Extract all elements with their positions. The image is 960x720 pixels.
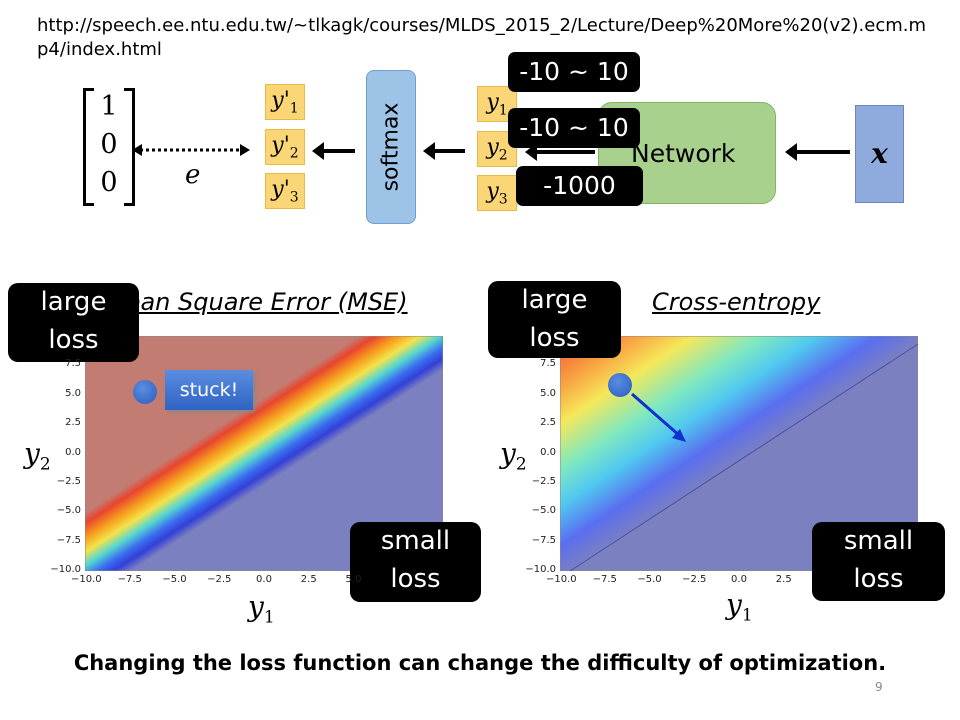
network-output-3: y3 <box>477 175 517 211</box>
small-loss-label: small loss <box>812 522 945 601</box>
small-loss-label: small loss <box>350 522 481 602</box>
y-tick-label: 0.0 <box>540 446 556 458</box>
input-box: x <box>855 105 904 203</box>
error-label: e <box>185 160 201 190</box>
y-tick-label: −7.5 <box>56 534 81 546</box>
x-tick-label: −5.0 <box>162 574 187 585</box>
stuck-point <box>133 380 157 404</box>
x-tick-label: 2.5 <box>775 574 792 585</box>
gradient-arrow-icon <box>631 392 686 442</box>
source-url[interactable]: http://speech.ee.ntu.edu.tw/~tlkagk/cour… <box>37 15 927 60</box>
y-tick-label: −5.0 <box>56 505 81 517</box>
y1-axis-label: y1 <box>248 590 275 628</box>
y-tick-label: 2.5 <box>65 417 81 429</box>
y-tick-label: 5.0 <box>65 387 81 399</box>
arrow-left-icon <box>525 143 595 161</box>
softmax-output-2: y'2 <box>265 129 305 165</box>
arrow-left-icon <box>785 143 850 161</box>
y-tick-label: −5.0 <box>531 505 556 517</box>
x-tick-label: 0.0 <box>256 574 272 585</box>
network-output-1: y1 <box>477 86 517 122</box>
x-tick-label: −10.0 <box>71 574 102 585</box>
x-tick-label: 2.5 <box>300 574 317 585</box>
y1-axis-label: y1 <box>726 588 753 626</box>
x-tick-label: 5.0 <box>345 574 362 585</box>
x-tick-label: −7.5 <box>592 574 617 585</box>
target-vector: 1 0 0 <box>83 88 135 206</box>
large-loss-label: large loss <box>8 283 139 362</box>
x-tick-label: −2.5 <box>682 574 707 585</box>
y-tick-label: 7.5 <box>65 358 81 370</box>
arrow-left-icon <box>423 142 465 160</box>
large-loss-label: large loss <box>488 281 621 358</box>
ce-plot-title: Cross-entropy <box>652 288 821 316</box>
softmax-box: softmax <box>366 70 416 224</box>
callout-y2-range: -10 ~ 10 <box>508 108 640 148</box>
y-tick-label: 7.5 <box>540 358 556 370</box>
softmax-output-1: y'1 <box>265 84 305 120</box>
mse-plot-title: Mean Square Error (MSE) <box>105 288 408 316</box>
page-number: 9 <box>875 680 883 694</box>
y-tick-label: −10.0 <box>50 564 81 575</box>
callout-y1-range: -10 ~ 10 <box>508 52 640 92</box>
softmax-output-3: y'3 <box>265 173 305 209</box>
callout-y3-value: -1000 <box>516 166 643 206</box>
softmax-label: softmax <box>378 102 404 192</box>
y-tick-label: −7.5 <box>531 534 556 546</box>
y-tick-label: 2.5 <box>540 417 556 429</box>
y-tick-label: −2.5 <box>56 475 81 487</box>
y-tick-label: −10.0 <box>525 564 556 575</box>
x-tick-label: −2.5 <box>207 574 232 585</box>
network-label: Network <box>631 139 736 168</box>
dotted-double-arrow-icon <box>132 144 250 156</box>
target-value: 0 <box>100 129 118 160</box>
y-tick-label: 5.0 <box>540 387 556 399</box>
x-tick-label: 0.0 <box>731 574 747 585</box>
x-tick-label: −5.0 <box>637 574 662 585</box>
y2-axis-label: y2 <box>24 437 51 475</box>
arrow-left-icon <box>312 142 355 160</box>
target-value: 0 <box>100 167 118 198</box>
target-value: 1 <box>100 91 118 122</box>
start-point <box>608 373 632 397</box>
y2-axis-label: y2 <box>500 437 527 475</box>
x-tick-label: −7.5 <box>117 574 142 585</box>
y-tick-label: 0.0 <box>65 446 81 458</box>
x-tick-label: −10.0 <box>546 574 577 585</box>
y-tick-label: −2.5 <box>531 475 556 487</box>
caption: Changing the loss function can change th… <box>73 651 887 675</box>
stuck-label: stuck! <box>165 370 253 410</box>
